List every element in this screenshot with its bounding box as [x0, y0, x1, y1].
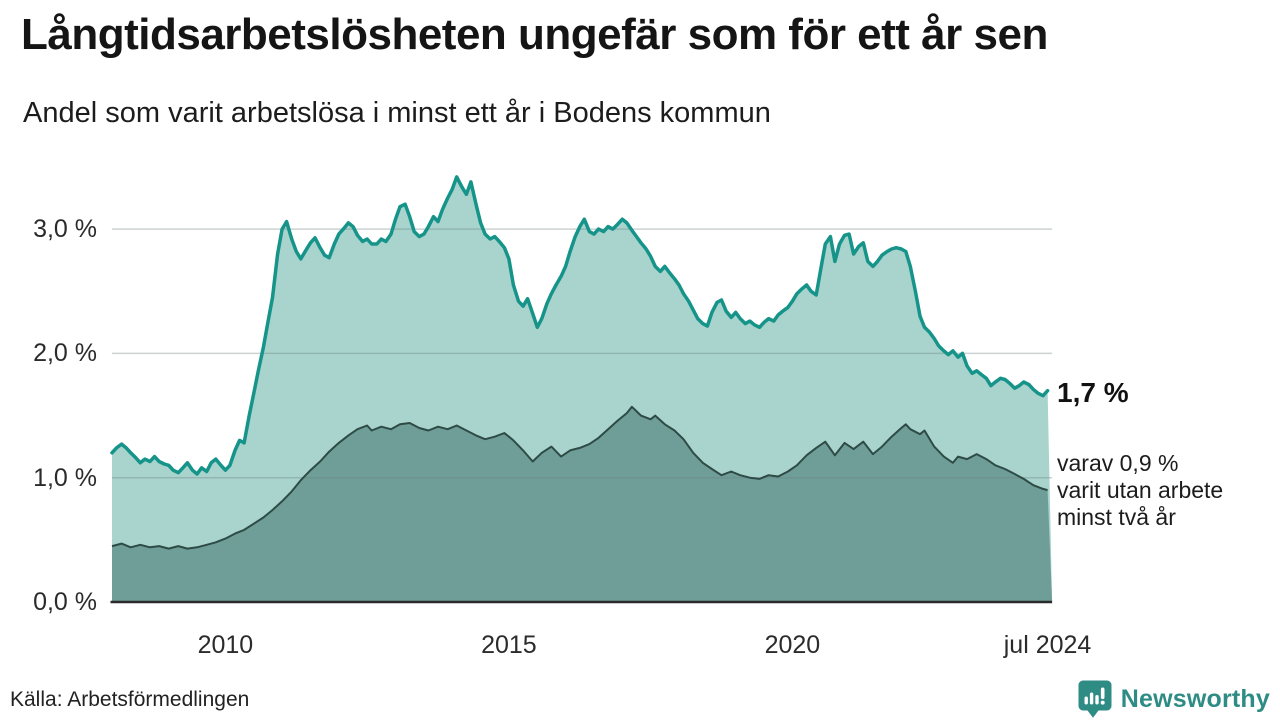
- detail-annotation-line: varav 0,9 %: [1057, 450, 1179, 476]
- x-tick-label: 2015: [481, 631, 537, 659]
- y-tick-label: 2,0 %: [33, 339, 97, 368]
- page-title: Långtidsarbetslösheten ungefär som för e…: [21, 10, 1048, 59]
- detail-annotation: varav 0,9 % varit utan arbete minst två …: [1057, 450, 1223, 531]
- x-tick-label: 2010: [197, 631, 254, 659]
- y-tick-label: 0,0 %: [33, 588, 97, 616]
- end-value-annotation: 1,7 %: [1057, 377, 1129, 408]
- page-subtitle: Andel som varit arbetslösa i minst ett å…: [23, 97, 771, 129]
- newsworthy-logo: Newsworthy: [1078, 680, 1270, 718]
- y-tick-label: 3,0 %: [33, 215, 97, 244]
- source-caption: Källa: Arbetsförmedlingen: [10, 688, 250, 711]
- area-two-years: [112, 406, 1053, 602]
- x-tick-label: 2020: [764, 631, 821, 659]
- x-tick-label: jul 2024: [1003, 631, 1092, 659]
- line-one-year: [110, 175, 1050, 476]
- newsworthy-icon: [1078, 680, 1112, 718]
- detail-annotation-line: minst två år: [1057, 504, 1176, 530]
- y-tick-label: 1,0 %: [33, 463, 97, 492]
- detail-annotation-line: varit utan arbete: [1057, 477, 1224, 503]
- area-one-year: [112, 176, 1053, 602]
- newsworthy-wordmark: Newsworthy: [1120, 684, 1270, 713]
- line-two-years: [111, 405, 1048, 550]
